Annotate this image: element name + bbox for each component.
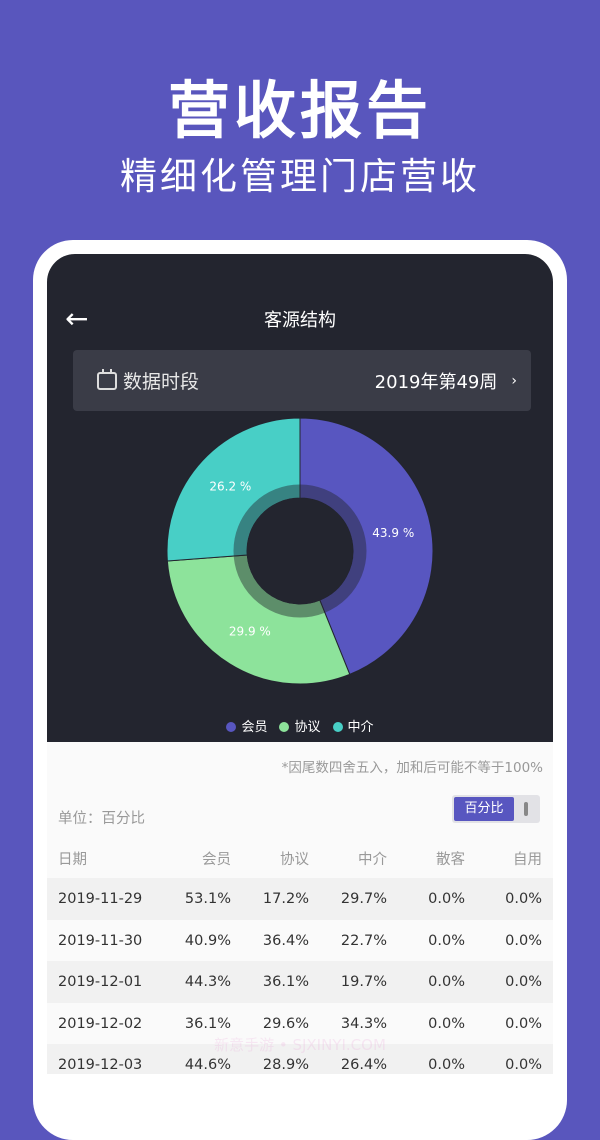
table-cell: 2019-11-30 [58,932,143,949]
chart-panel: ← 客源结构 数据时段 2019年第49周 › 43.9 % 29.9 % 26.2… [47,254,553,742]
donut-chart: 43.9 % 29.9 % 26.2 % [166,417,434,685]
page-title: 客源结构 [264,310,336,331]
legend-item[interactable]: 会员 [226,716,267,735]
table-cell: 2019-12-02 [58,1015,143,1032]
legend-dot [332,722,343,732]
header-date: 日期 [58,852,87,868]
table-cell: 0.0% [505,974,542,990]
table-cell: 36.1% [262,974,309,990]
period-value: 2019年第49周 [374,371,498,393]
table-cell: 34.3% [340,1015,387,1032]
period-label: 数据时段 [123,371,200,393]
table-cell: 19.7% [340,974,387,990]
slice-label: 26.2 % [209,479,251,493]
table-cell: 36.4% [262,932,309,949]
app-screen: ← 客源结构 数据时段 2019年第49周 › 43.9 % 29.9 % 26.2… [47,254,553,1074]
table-cell: 53.1% [184,891,231,907]
table-cell: 0.0% [428,932,465,949]
legend-dot [279,722,290,732]
header-agreement: 协议 [280,852,309,868]
legend-label: 协议 [294,720,321,735]
table-cell: 44.3% [184,974,231,990]
table-cell: 0.0% [428,891,465,907]
table-cell: 29.7% [340,891,387,907]
calendar-icon [97,368,117,390]
arrow-left-icon[interactable]: ← [65,302,89,335]
table-cell: 0.0% [505,891,542,907]
toggle-percent[interactable]: 百分比 [454,797,514,821]
period-selector[interactable]: 数据时段 2019年第49周 › [73,350,531,411]
header-walkin: 散客 [436,852,465,868]
table-cell: 40.9% [184,932,231,949]
legend-item[interactable]: 中介 [332,716,374,735]
table-row[interactable]: 2019-12-01 44.3% 36.1% 19.7% 0.0% 0.0% [47,961,553,1003]
table-cell: 0.0% [428,974,465,990]
table-cell: 2019-11-29 [58,891,143,907]
slice-label: 43.9 % [372,526,414,540]
table-cell: 17.2% [262,891,309,907]
table-header: 日期 会员 协议 中介 散客 自用 [47,848,553,872]
legend-label: 会员 [241,720,268,735]
table-cell: 0.0% [505,1015,542,1032]
header-member: 会员 [202,852,231,868]
table-row[interactable]: 2019-11-29 53.1% 17.2% 29.7% 0.0% 0.0% [47,878,553,920]
table-cell: 36.1% [184,1015,231,1032]
rounding-note: *因尾数四舍五入，加和后可能不等于100% [281,760,543,776]
legend-dot [226,722,237,732]
unit-label: 单位：百分比 [58,811,145,827]
promo-subtitle: 精细化管理门店营收 [120,155,480,198]
table-cell: 29.6% [262,1015,309,1032]
donut-hole [247,498,353,604]
table-cell: 22.7% [340,932,387,949]
donut-inner-ring [233,484,367,618]
legend: 会员 协议 中介 [47,716,553,735]
table-row[interactable]: 2019-11-30 40.9% 36.4% 22.7% 0.0% 0.0% [47,920,553,962]
table-cell: 0.0% [505,932,542,949]
promo-title: 营收报告 [167,74,432,147]
slice-label: 29.9 % [229,625,271,639]
table-cell: 0.0% [428,1015,465,1032]
unit-toggle[interactable]: 百分比 [452,795,540,823]
legend-item[interactable]: 协议 [279,716,321,735]
toggle-handle[interactable] [524,802,528,816]
header-self: 自用 [513,852,542,868]
chevron-right-icon: › [511,372,517,389]
legend-label: 中介 [347,720,374,735]
table-cell: 2019-12-01 [58,974,143,990]
table-row[interactable]: 2019-12-02 36.1% 29.6% 34.3% 0.0% 0.0% [47,1003,553,1045]
header-agent: 中介 [358,852,387,868]
watermark: 新意手游 • SJXINYI.COM [214,1036,386,1054]
